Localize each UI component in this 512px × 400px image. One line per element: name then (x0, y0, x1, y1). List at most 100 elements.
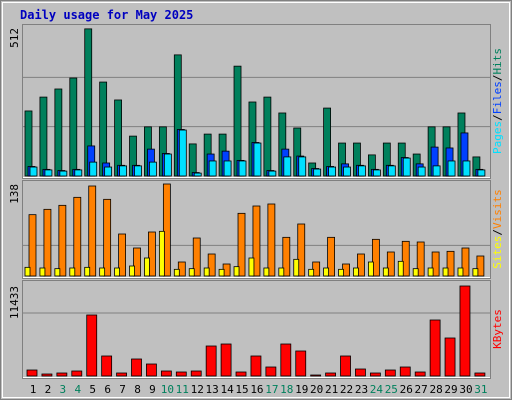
bar (313, 168, 322, 177)
bar (158, 230, 165, 277)
bar (340, 355, 351, 377)
bar (205, 345, 217, 377)
bar (310, 374, 322, 377)
y-tick-label: 138 (8, 184, 21, 204)
bar (99, 267, 106, 277)
bar (160, 370, 172, 377)
bar (369, 372, 381, 377)
legend-entry: Hits (491, 48, 504, 75)
bar (358, 165, 366, 177)
bar (355, 368, 366, 377)
x-tick-label: 6 (104, 383, 111, 396)
bar (298, 156, 307, 177)
x-tick-label: 22 (340, 383, 353, 396)
bar (146, 363, 157, 377)
bar (188, 268, 195, 277)
x-tick-label: 1 (30, 383, 37, 396)
bar (203, 267, 210, 277)
legend-entry: KBytes (491, 309, 504, 349)
bar (323, 267, 330, 277)
bar (148, 231, 156, 277)
bar (474, 372, 486, 377)
bar (235, 371, 247, 377)
x-tick-label: 15 (235, 383, 248, 396)
bar (188, 143, 197, 177)
bar (328, 166, 337, 177)
x-tick-label: 12 (191, 383, 204, 396)
legend-separator: / (491, 114, 504, 121)
bar (58, 204, 67, 277)
bar (323, 107, 332, 177)
bar (207, 253, 216, 277)
bar (238, 160, 247, 177)
bar (39, 96, 48, 177)
bar (118, 233, 126, 277)
bar (280, 343, 292, 377)
chart-title: Daily usage for May 2025 (20, 8, 193, 22)
bar (263, 96, 272, 177)
legend-separator: / (491, 229, 504, 236)
bar (43, 208, 52, 277)
x-tick-label: 7 (119, 383, 126, 396)
legend-entry: Visits (491, 189, 504, 229)
bar (220, 343, 232, 377)
bar (175, 371, 187, 377)
bar (28, 214, 37, 277)
bar (295, 350, 307, 377)
bar (104, 166, 113, 177)
bar (416, 241, 425, 277)
bar (218, 268, 225, 277)
bar (442, 267, 449, 277)
bar (26, 369, 38, 377)
bar (386, 251, 395, 277)
bar (24, 266, 31, 277)
x-tick-label: 16 (250, 383, 263, 396)
legend: KBytes (491, 309, 504, 349)
x-tick-label: 23 (355, 383, 368, 396)
bar (457, 267, 464, 277)
bar (265, 366, 277, 377)
x-tick-label: 17 (265, 383, 278, 396)
x-tick-label: 19 (295, 383, 308, 396)
bar (88, 185, 97, 277)
bar (84, 266, 91, 277)
bar (417, 166, 426, 177)
bar (372, 169, 381, 177)
bar (237, 212, 246, 277)
bar (163, 153, 172, 177)
bar (131, 358, 142, 377)
bar (129, 265, 135, 277)
bar (71, 370, 83, 377)
bar (89, 161, 98, 177)
legend: Pages/Files/Hits (491, 48, 504, 154)
bar (367, 261, 374, 277)
bar (119, 165, 127, 177)
x-tick-label: 3 (60, 383, 67, 396)
bar (54, 268, 61, 277)
bar (252, 205, 261, 277)
bar (278, 267, 285, 277)
bar (371, 238, 380, 277)
x-tick-label: 25 (385, 383, 398, 396)
bar (402, 157, 411, 177)
legend-entry: Pages (491, 121, 504, 154)
bar (459, 285, 471, 377)
bar (446, 250, 455, 277)
x-tick-label: 24 (370, 383, 384, 396)
bar (250, 355, 262, 377)
bar (73, 196, 82, 277)
bar (431, 251, 440, 277)
x-tick-label: 18 (280, 383, 293, 396)
bar (69, 267, 76, 277)
bar (308, 268, 315, 277)
bar (263, 267, 270, 277)
x-tick-label: 27 (415, 383, 428, 396)
bar (44, 169, 53, 177)
bar (193, 172, 202, 177)
y-tick-label: 512 (8, 28, 21, 48)
x-tick-label: 13 (206, 383, 219, 396)
bar (427, 267, 434, 277)
bar (56, 372, 68, 377)
